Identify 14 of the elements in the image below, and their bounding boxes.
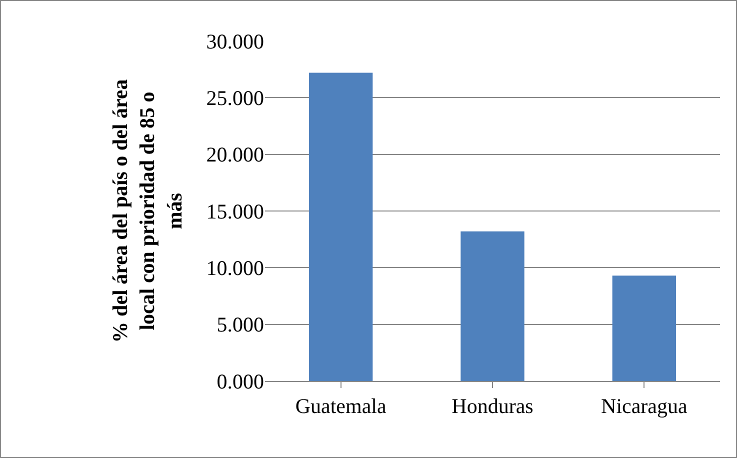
y-tick-label: 25.000 [206, 86, 264, 110]
x-tick-label: Guatemala [295, 394, 387, 418]
y-tick-label: 0.000 [216, 369, 264, 394]
y-tick-label: 20.000 [206, 142, 264, 167]
y-tick-label: 5.000 [216, 312, 264, 337]
x-tick-label: Honduras [452, 394, 534, 418]
y-tick-label: 15.000 [206, 199, 264, 224]
bar [612, 276, 676, 381]
bar [460, 231, 524, 381]
y-tick-label: 30.000 [206, 29, 264, 54]
bar [308, 72, 373, 381]
y-tick-label: 10.000 [206, 256, 264, 280]
x-tick-label: Nicaragua [601, 394, 688, 418]
y-axis-title: % del área del país o del área local con prioridad de 85 o más [108, 78, 186, 343]
